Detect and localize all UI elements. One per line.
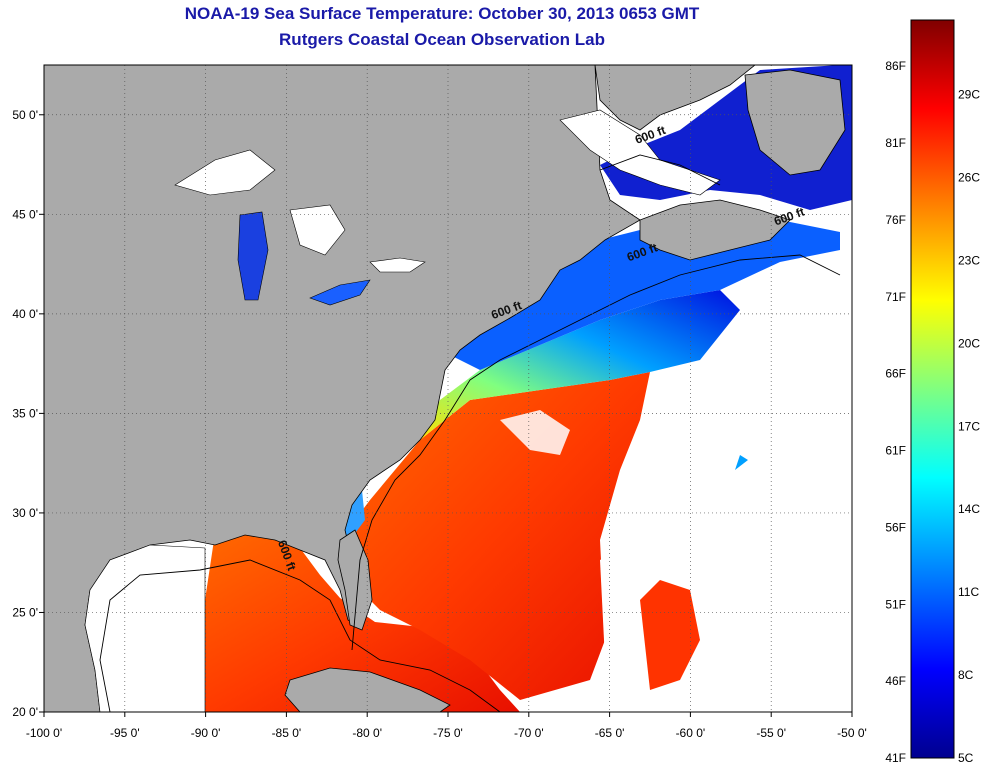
map-title: NOAA-19 Sea Surface Temperature: October… xyxy=(184,4,700,23)
lat-tick-label: 25 0' xyxy=(12,605,38,619)
lon-tick-label: -90 0' xyxy=(191,726,221,740)
cuba-land xyxy=(284,667,451,712)
lon-tick-label: -80 0' xyxy=(352,726,382,740)
colorbar-f-label: 41F xyxy=(885,751,906,765)
maritimes-land xyxy=(639,199,791,261)
transition-water xyxy=(420,290,740,440)
lon-tick-label: -60 0' xyxy=(676,726,706,740)
colorbar-fahrenheit-labels: 86F 81F 76F 71F 66F 61F 56F 51F 46F 41F xyxy=(885,59,906,765)
colorbar-f-label: 66F xyxy=(885,367,906,381)
colorbar-c-label: 26C xyxy=(958,171,980,185)
florida-land xyxy=(337,529,373,631)
isobath-atlantic xyxy=(351,254,841,651)
colorbar-celsius-labels: 29C 26C 23C 20C 17C 14C 11C 8C 5C xyxy=(958,88,980,765)
cold-shelf-water xyxy=(440,215,840,370)
cool-patch xyxy=(735,455,748,470)
atlantic-warm-water xyxy=(340,372,650,700)
lat-tick-label: 35 0' xyxy=(12,406,38,420)
colorbar-c-label: 8C xyxy=(958,668,974,682)
newfoundland-land xyxy=(744,69,846,176)
map-gridlines xyxy=(44,65,852,712)
latitude-axis: 20 0' 25 0' 30 0' 35 0' 40 0' 45 0' 50 0' xyxy=(12,108,44,719)
lon-tick-label: -75 0' xyxy=(433,726,463,740)
colorbar-c-label: 11C xyxy=(958,585,979,599)
colorbar-f-label: 51F xyxy=(885,597,906,611)
warm-patch xyxy=(640,580,700,690)
colorbar-c-label: 29C xyxy=(958,88,980,102)
lat-tick-label: 40 0' xyxy=(12,307,38,321)
map-subtitle: Rutgers Coastal Ocean Observation Lab xyxy=(279,30,605,49)
longitude-axis: -100 0' -95 0' -90 0' -85 0' -80 0' -75 0' -70… xyxy=(26,712,867,740)
lon-tick-label: -100 0' xyxy=(26,726,62,740)
colorbar-f-label: 81F xyxy=(885,136,906,150)
lat-tick-label: 20 0' xyxy=(12,705,38,719)
colorbar-f-label: 61F xyxy=(885,444,906,458)
lon-tick-label: -85 0' xyxy=(272,726,302,740)
lake-erie xyxy=(309,279,371,306)
lat-tick-label: 30 0' xyxy=(12,506,38,520)
lon-tick-label: -55 0' xyxy=(756,726,786,740)
lake-ontario xyxy=(369,257,426,273)
lon-tick-label: -65 0' xyxy=(595,726,625,740)
lake-superior xyxy=(174,149,276,196)
colorbar-c-label: 5C xyxy=(958,751,974,765)
cloud-patch xyxy=(500,410,570,455)
colorbar-c-label: 14C xyxy=(958,502,980,516)
colorbar xyxy=(910,19,955,759)
colorbar-c-label: 23C xyxy=(958,253,980,267)
isobath-north xyxy=(599,154,721,186)
isobath-gulf xyxy=(99,559,501,712)
st-lawrence-no-data xyxy=(559,109,721,196)
lake-michigan xyxy=(237,211,269,301)
colorbar-f-label: 86F xyxy=(885,59,906,73)
colorbar-c-label: 20C xyxy=(958,336,980,350)
lon-tick-label: -50 0' xyxy=(837,726,867,740)
colorbar-f-label: 56F xyxy=(885,520,906,534)
lat-tick-label: 45 0' xyxy=(12,207,38,221)
lake-huron xyxy=(289,204,346,256)
lon-tick-label: -95 0' xyxy=(110,726,140,740)
colorbar-f-label: 46F xyxy=(885,674,906,688)
lon-tick-label: -70 0' xyxy=(514,726,544,740)
gulf-shelf-no-data xyxy=(84,544,206,712)
lat-tick-label: 50 0' xyxy=(12,108,38,122)
colorbar-c-label: 17C xyxy=(958,419,980,433)
colorbar-f-label: 76F xyxy=(885,213,906,227)
colorbar-f-label: 71F xyxy=(885,290,906,304)
